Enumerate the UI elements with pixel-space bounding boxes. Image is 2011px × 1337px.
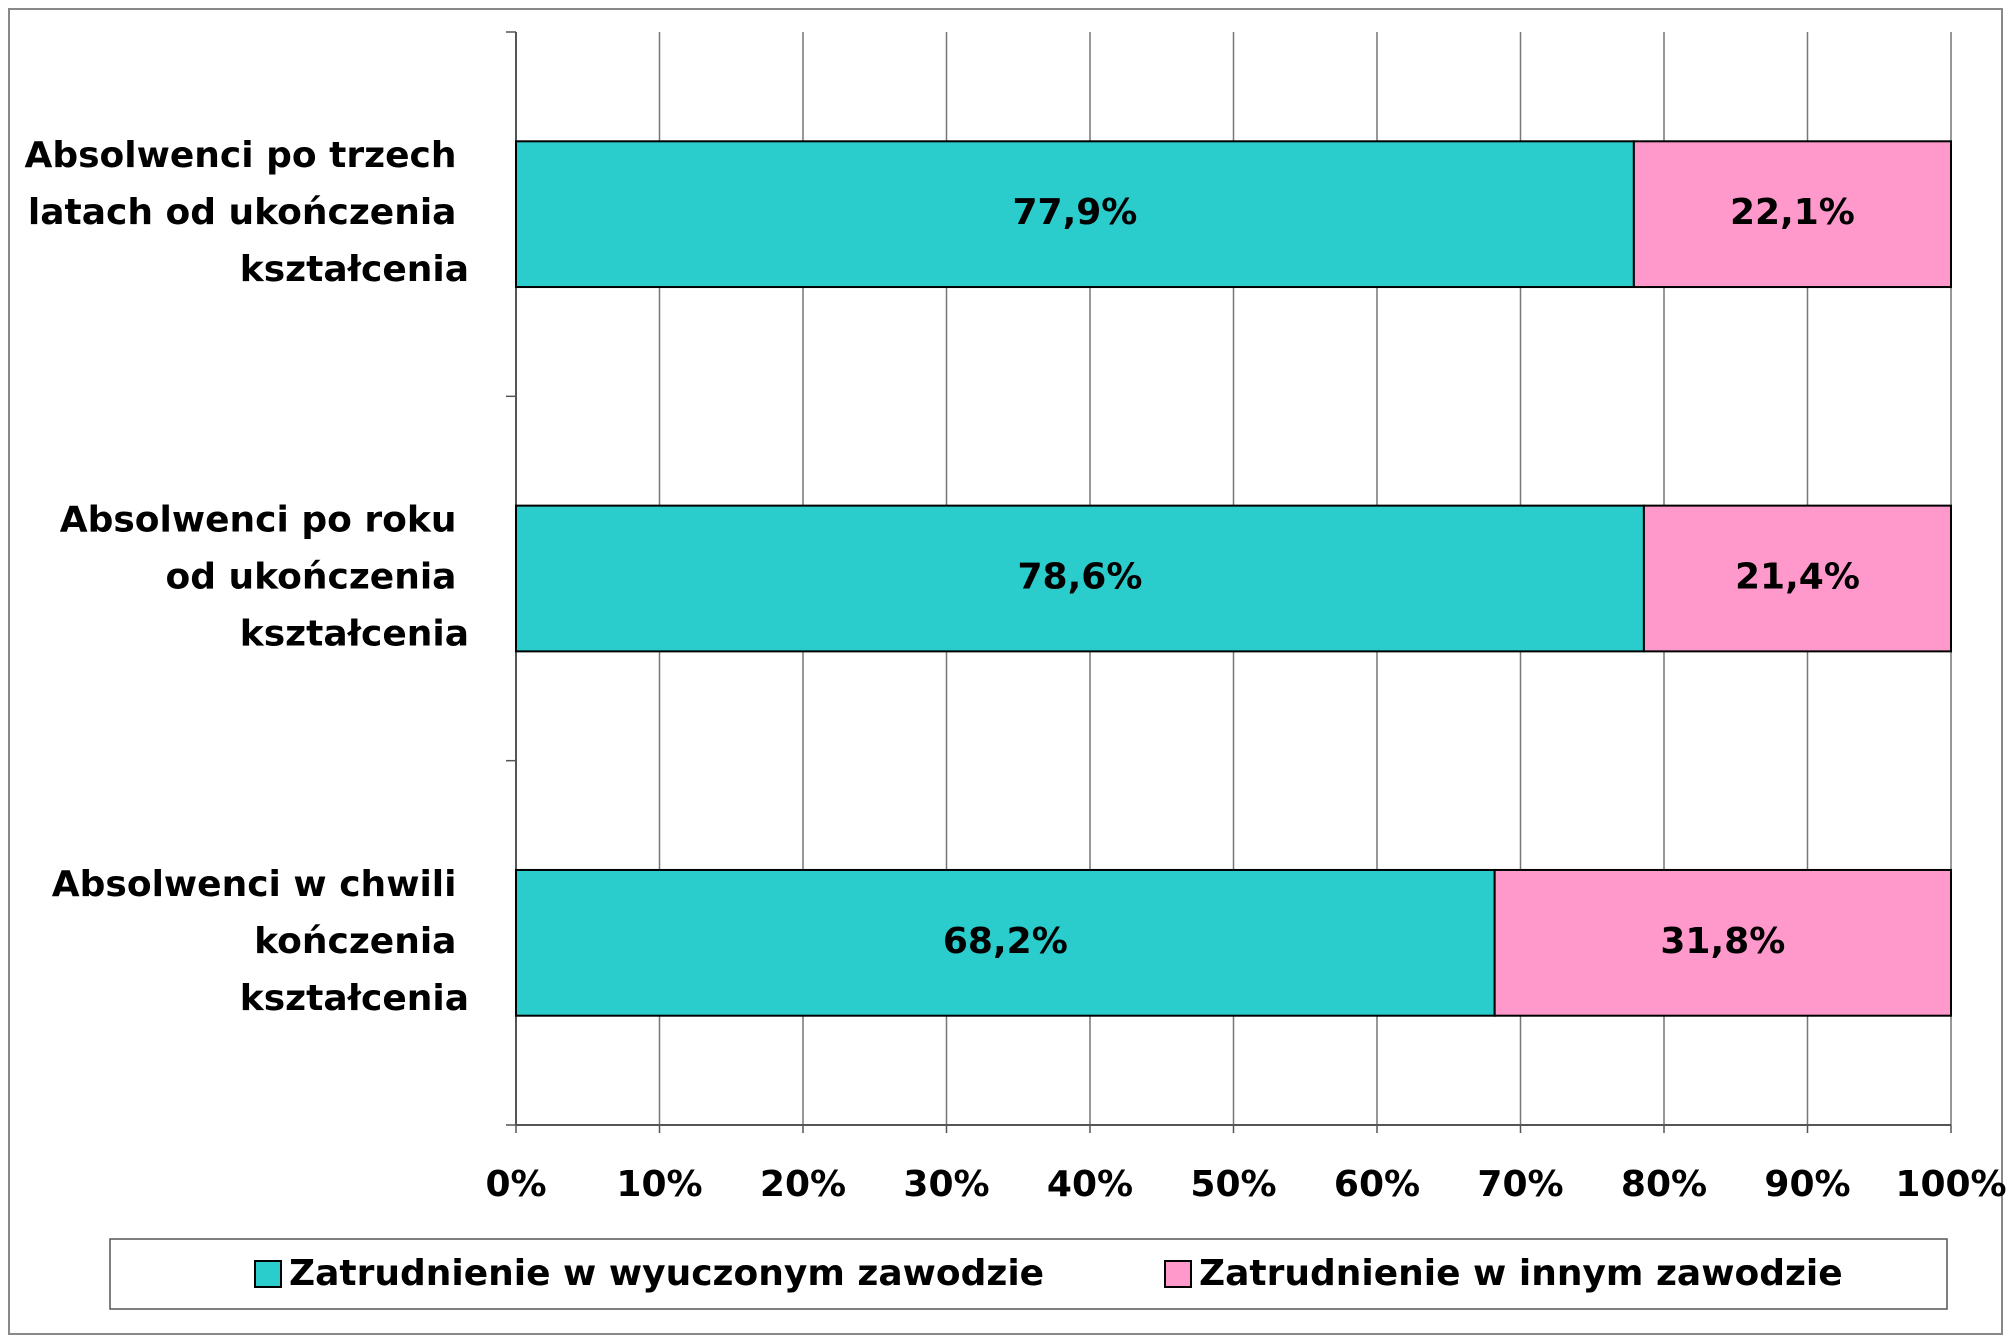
x-tick-label: 90%: [1764, 1164, 1850, 1205]
bar: [515, 140, 1635, 289]
x-tick-label: 0%: [485, 1164, 546, 1205]
data-label: 77,9%: [1012, 192, 1137, 233]
bar: [1632, 140, 1952, 289]
x-tick-label: 10%: [616, 1164, 702, 1205]
legend-swatch: [1164, 1260, 1192, 1288]
data-label: 78,6%: [1018, 557, 1143, 598]
x-tick-label: 20%: [760, 1164, 846, 1205]
legend-label: Zatrudnienie w innym zawodzie: [1199, 1253, 1843, 1294]
bar: [1493, 868, 1953, 1017]
y-tick-label: Absolwenci po trzech latach od ukończeni…: [24, 135, 469, 290]
legend-box: [109, 1238, 1948, 1310]
data-label: 22,1%: [1730, 192, 1855, 233]
x-tick-label: 40%: [1047, 1164, 1133, 1205]
y-tick-label: Absolwenci po roku od ukończenia kształc…: [60, 500, 469, 655]
x-tick-label: 100%: [1895, 1164, 2006, 1205]
bar: [1642, 504, 1953, 653]
legend-label: Zatrudnienie w wyuczonym zawodzie: [289, 1253, 1044, 1294]
x-tick-label: 70%: [1477, 1164, 1563, 1205]
y-tick-label: Absolwenci w chwili kończenia kształceni…: [52, 864, 469, 1019]
legend-swatch: [254, 1260, 282, 1288]
bar: [515, 868, 1496, 1017]
x-tick-label: 80%: [1621, 1164, 1707, 1205]
data-label: 68,2%: [943, 921, 1068, 962]
bar: [515, 504, 1645, 653]
x-tick-label: 30%: [903, 1164, 989, 1205]
data-label: 31,8%: [1660, 921, 1785, 962]
data-label: 21,4%: [1735, 557, 1860, 598]
x-tick-label: 60%: [1334, 1164, 1420, 1205]
x-tick-label: 50%: [1190, 1164, 1276, 1205]
